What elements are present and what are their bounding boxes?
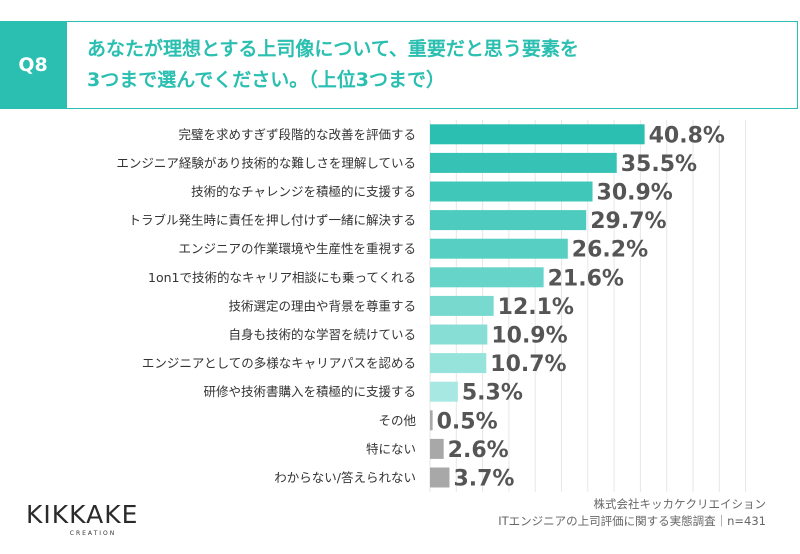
logo-wordmark: KIKKAKE <box>26 500 139 529</box>
bar <box>430 410 433 431</box>
bar <box>430 438 444 459</box>
question-line-1: あなたが理想とする上司像について、重要だと思う要素を <box>87 38 579 60</box>
source-note: 株式会社キッカケクリエイション ITエンジニアの上司評価に関する実態調査｜n=4… <box>498 496 766 530</box>
bar <box>430 210 587 231</box>
value-label: 26.2% <box>572 238 648 263</box>
category-label: エンジニアとしての多様なキャリアパスを認める <box>142 356 416 371</box>
value-label: 10.7% <box>490 352 566 377</box>
value-label: 12.1% <box>498 295 574 320</box>
category-label: 特にない <box>366 441 416 456</box>
question-line-2: 3つまで選んでください。（上位3つまで） <box>87 69 445 91</box>
category-label: わからない/答えられない <box>274 470 416 485</box>
value-label: 5.3% <box>462 381 523 406</box>
category-label: 1on1で技術的なキャリア相談にも乗ってくれる <box>148 270 416 285</box>
bar <box>430 381 458 402</box>
value-label: 2.6% <box>448 438 509 463</box>
kikkake-logo: KIKKAKE CREATION <box>26 500 166 540</box>
bar <box>430 238 568 259</box>
category-label: 研修や技術書購入を積極的に支援する <box>203 384 416 399</box>
bar <box>430 124 645 145</box>
value-label: 3.7% <box>453 467 514 492</box>
value-label: 35.5% <box>621 152 697 177</box>
category-label: トラブル発生時に責任を押し付けず一緒に解決する <box>128 213 416 228</box>
category-label: その他 <box>378 413 416 428</box>
category-label: 技術選定の理由や背景を尊重する <box>228 298 416 313</box>
bar <box>430 467 450 488</box>
value-label: 29.7% <box>590 209 666 234</box>
category-label: エンジニアの作業環境や生産性を重視する <box>178 241 416 256</box>
value-label: 0.5% <box>437 409 498 434</box>
category-label: 技術的なチャレンジを積極的に支援する <box>191 184 416 199</box>
value-label: 10.9% <box>491 324 567 349</box>
bar <box>430 353 487 374</box>
bar <box>430 267 544 288</box>
question-text: あなたが理想とする上司像について、重要だと思う要素を 3つまで選んでください。（… <box>87 34 787 96</box>
question-number-badge: Q8 <box>0 21 66 109</box>
value-label: 21.6% <box>548 266 624 291</box>
question-header: Q8 あなたが理想とする上司像について、重要だと思う要素を 3つまで選んでくださ… <box>0 21 800 109</box>
source-survey: ITエンジニアの上司評価に関する実態調査｜n=431 <box>498 514 766 528</box>
logo-subtext: CREATION <box>69 530 117 537</box>
bar <box>430 152 617 173</box>
value-label: 30.9% <box>597 181 673 206</box>
category-label: エンジニア経験があり技術的な難しさを理解している <box>116 155 416 170</box>
category-label: 自身も技術的な学習を続けている <box>228 327 416 342</box>
bar <box>430 295 494 316</box>
value-label: 40.8% <box>649 123 725 148</box>
source-company: 株式会社キッカケクリエイション <box>593 497 767 511</box>
bar <box>430 324 488 345</box>
bar <box>430 181 593 202</box>
category-label: 完璧を求めすぎず段階的な改善を評価する <box>178 127 416 142</box>
question-box: あなたが理想とする上司像について、重要だと思う要素を 3つまで選んでください。（… <box>66 21 798 109</box>
